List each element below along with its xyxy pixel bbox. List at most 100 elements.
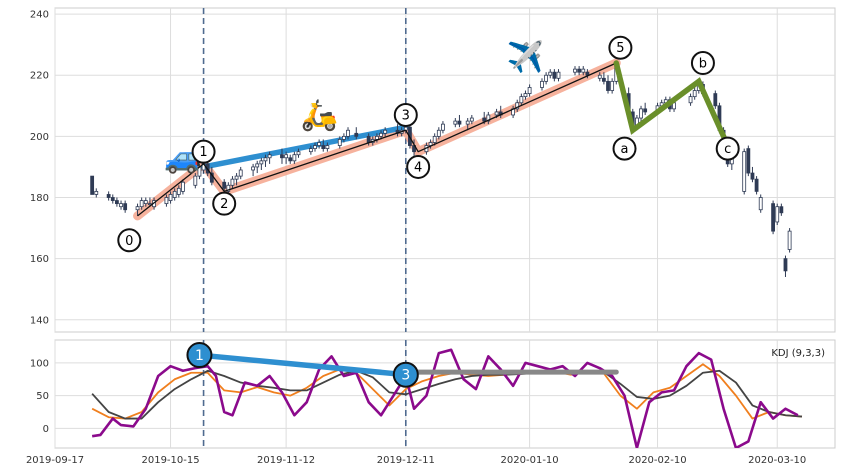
candle-body bbox=[544, 74, 549, 82]
candle-body bbox=[106, 194, 111, 198]
candle-body bbox=[783, 258, 788, 272]
x-tick-label: 2020-01-10 bbox=[501, 455, 559, 466]
kdj-panel: 0 50 100 2019-09-17 2019-10-15 2019-11-12 2019… bbox=[26, 339, 836, 466]
wave-label-0: 0 bbox=[125, 234, 133, 249]
candle-body bbox=[465, 120, 470, 125]
candle-body bbox=[263, 157, 268, 162]
kdj-plot-frame bbox=[54, 339, 836, 449]
candle-body bbox=[552, 71, 557, 79]
candle-body bbox=[234, 175, 239, 180]
correction-wave-line bbox=[613, 60, 731, 149]
candle-body bbox=[168, 194, 173, 201]
candle-body bbox=[688, 96, 693, 104]
candle-body bbox=[597, 74, 602, 79]
candle-body bbox=[610, 80, 615, 91]
candle-body bbox=[771, 203, 775, 232]
candle-body bbox=[226, 184, 231, 192]
candle-body bbox=[172, 190, 177, 198]
candle-body bbox=[577, 68, 582, 73]
candle-body bbox=[115, 200, 119, 205]
x-tick-label: 2019-10-15 bbox=[141, 455, 199, 466]
candle-body bbox=[292, 154, 297, 162]
kdj-marker-3: 3 bbox=[401, 368, 410, 384]
candle-body bbox=[383, 129, 388, 134]
candle-body bbox=[313, 145, 317, 150]
wave-label-4: 4 bbox=[414, 160, 422, 175]
wave-label-circle bbox=[117, 228, 142, 253]
candle-body bbox=[259, 160, 264, 165]
candle-body bbox=[548, 71, 553, 76]
candle-body bbox=[143, 200, 148, 205]
candle-body bbox=[787, 230, 792, 250]
trend-segment-line bbox=[200, 124, 409, 170]
candle-body bbox=[482, 117, 487, 122]
scooter-icon: 🛵 bbox=[300, 98, 337, 133]
candle-body bbox=[308, 148, 313, 153]
candle-body bbox=[457, 120, 462, 125]
kdj-y-tick-label: 50 bbox=[36, 391, 49, 402]
candle-body bbox=[515, 102, 520, 110]
candle-body bbox=[643, 108, 648, 113]
wave-label-circle bbox=[715, 136, 740, 161]
candle-body bbox=[139, 200, 144, 208]
candle-body bbox=[296, 151, 301, 156]
wave-label-circle bbox=[608, 35, 633, 60]
candle-body bbox=[556, 71, 561, 79]
airplane-icon: ✈️ bbox=[507, 38, 544, 74]
candle-body bbox=[469, 117, 474, 122]
x-tick-label: 2019-11-12 bbox=[257, 455, 315, 466]
wave-label-circle bbox=[612, 136, 637, 161]
wave-label-circle bbox=[690, 51, 715, 76]
candle-body bbox=[692, 90, 697, 98]
candle-body bbox=[94, 190, 99, 195]
x-tick-label: 2020-03-10 bbox=[748, 455, 806, 466]
candle-body bbox=[779, 206, 784, 214]
candle-body bbox=[176, 187, 181, 195]
kdj-marker-1: 1 bbox=[195, 348, 204, 364]
candle-body bbox=[494, 111, 499, 116]
candle-body bbox=[341, 135, 346, 140]
candle-body bbox=[251, 166, 255, 171]
price-y-tick-label: 160 bbox=[30, 254, 49, 265]
candle-body bbox=[222, 181, 227, 189]
price-y-tick-label: 140 bbox=[30, 315, 49, 326]
candle-body bbox=[441, 123, 445, 131]
candle-body bbox=[280, 154, 284, 159]
candle-body bbox=[337, 139, 342, 146]
candle-body bbox=[164, 197, 169, 205]
candle-body bbox=[135, 206, 140, 211]
kdj-y-tick-label: 100 bbox=[30, 358, 49, 369]
candle-body bbox=[123, 203, 128, 211]
wave-label-3: 3 bbox=[402, 108, 410, 123]
kdj-blue-segment bbox=[196, 352, 409, 378]
candle-body bbox=[181, 181, 185, 192]
kdj-series-D bbox=[91, 369, 803, 420]
candle-body bbox=[750, 172, 755, 180]
candle-body bbox=[366, 135, 371, 143]
wave-label-a: a bbox=[621, 142, 629, 157]
candle-body bbox=[486, 114, 491, 122]
candle-body bbox=[288, 157, 293, 162]
candle-body bbox=[432, 135, 437, 143]
kdj-y-tick-label: 0 bbox=[43, 424, 49, 435]
wave-label-2: 2 bbox=[220, 197, 228, 212]
x-tick-label: 2019-12-11 bbox=[377, 455, 435, 466]
candle-body bbox=[581, 68, 586, 73]
wave-label-circle bbox=[191, 139, 216, 164]
x-tick-label: 2019-09-17 bbox=[26, 455, 84, 466]
candle-body bbox=[267, 154, 272, 159]
candle-body bbox=[601, 77, 606, 82]
kdj-plot-area bbox=[91, 340, 803, 448]
candle-body bbox=[119, 203, 123, 208]
wave-label-circle bbox=[406, 154, 431, 179]
candle-body bbox=[436, 129, 441, 137]
candle-body bbox=[742, 151, 747, 192]
candle-body bbox=[238, 169, 243, 177]
candle-body bbox=[110, 197, 115, 201]
wave-label-b: b bbox=[699, 57, 707, 72]
candle-body bbox=[606, 80, 610, 91]
candle-body bbox=[354, 132, 359, 137]
